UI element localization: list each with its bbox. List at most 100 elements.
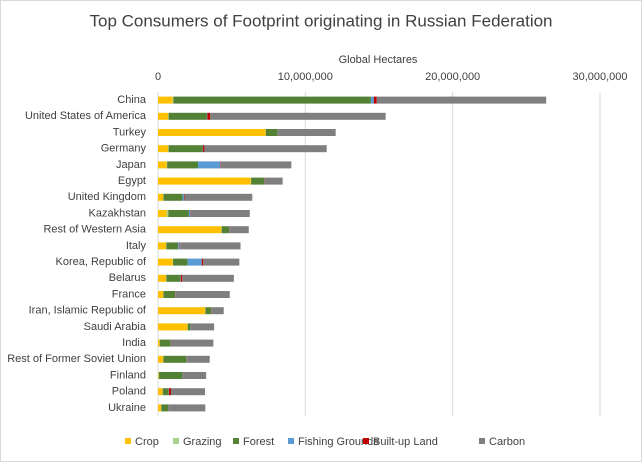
y-tick-label: Belarus	[109, 272, 147, 284]
bar-segment	[173, 258, 188, 266]
y-tick-label: Iran, Islamic Republic of	[29, 305, 147, 317]
bar-segment	[158, 210, 167, 217]
bar-segment	[180, 242, 241, 250]
bar-segment	[188, 210, 191, 217]
y-tick-label: Japan	[116, 159, 146, 171]
bar-segment	[278, 129, 336, 136]
bar-segment	[207, 112, 211, 120]
bar-segment	[221, 226, 230, 234]
bar-segment	[264, 177, 283, 185]
y-tick-label: Italy	[126, 240, 147, 252]
bar-segment	[251, 177, 265, 185]
y-tick-label: Turkey	[113, 126, 147, 138]
bar-segment	[166, 274, 181, 282]
bar-segment	[183, 372, 207, 379]
bar-segment	[163, 193, 183, 201]
bar-segment	[158, 177, 251, 185]
bar-segment	[159, 339, 171, 347]
bar-segment	[168, 112, 207, 120]
bar-segment	[373, 96, 377, 104]
bar-segment	[184, 193, 253, 201]
bar-segment	[166, 210, 169, 217]
bar-segment	[172, 96, 174, 104]
bar-segment	[376, 96, 547, 104]
bar-segment	[182, 274, 234, 282]
bar-segment	[180, 274, 183, 282]
bar-segment	[161, 404, 169, 412]
y-tick-label: Germany	[101, 143, 147, 155]
bar-segment	[187, 258, 202, 266]
bar-segment	[158, 161, 167, 169]
bar-segment	[220, 161, 292, 169]
chart-title: Top Consumers of Footprint originating i…	[89, 11, 552, 30]
y-tick-label: Korea, Republic of	[56, 256, 147, 268]
bar-segment	[158, 307, 206, 315]
y-tick-label: Egypt	[118, 175, 146, 187]
legend-swatch	[479, 438, 485, 444]
legend-swatch	[363, 438, 369, 444]
y-tick-label: Kazakhstan	[89, 207, 146, 219]
bar-segment	[205, 307, 212, 315]
x-tick-label: 20,000,000	[425, 71, 480, 83]
bar-segment	[182, 193, 185, 201]
y-tick-label: United States of America	[25, 110, 147, 122]
legend-label: Fishing Grounds	[298, 436, 379, 448]
bar-segment	[158, 193, 164, 201]
bar-segment	[169, 404, 206, 412]
bar-segment	[159, 372, 183, 379]
bar-segment	[178, 242, 180, 250]
bar-segment	[158, 404, 161, 412]
bar-segment	[166, 242, 179, 250]
bar-segment	[203, 258, 240, 266]
y-tick-label: Poland	[112, 386, 146, 398]
bar-segment	[158, 291, 164, 298]
y-tick-label: India	[122, 337, 147, 349]
y-tick-label: Rest of Former Soviet Union	[7, 353, 146, 365]
bar-segment	[158, 323, 188, 331]
bar-segment	[162, 388, 169, 396]
x-tick-label: 10,000,000	[278, 71, 333, 83]
legend-label: Built-up Land	[373, 436, 438, 448]
bar-segment	[370, 96, 374, 104]
bar-segment	[163, 291, 176, 298]
legend-swatch	[233, 438, 239, 444]
bar-segment	[158, 112, 169, 120]
bar-segment	[171, 388, 205, 396]
bar-segment	[175, 291, 230, 298]
y-tick-label: China	[117, 94, 147, 106]
y-tick-label: France	[112, 288, 146, 300]
bar-segment	[211, 307, 224, 315]
legend-swatch	[288, 438, 294, 444]
x-tick-label: 0	[155, 71, 161, 83]
bar-segment	[191, 323, 215, 331]
bar-segment	[173, 96, 371, 104]
y-tick-label: Finland	[110, 369, 146, 381]
legend-swatch	[173, 438, 179, 444]
bar-segment	[158, 258, 173, 266]
y-tick-label: Saudi Arabia	[84, 321, 147, 333]
x-axis-label: Global Hectares	[339, 54, 418, 66]
bar-segment	[168, 145, 203, 153]
bar-segment	[158, 145, 169, 153]
bar-segment	[158, 388, 163, 396]
bar-segment	[167, 161, 199, 169]
bar-segment	[186, 355, 210, 363]
y-tick-label: Ukraine	[108, 402, 146, 414]
bar-segment	[158, 96, 173, 104]
bar-segment	[171, 339, 214, 347]
y-tick-label: United Kingdom	[68, 191, 146, 203]
legend-label: Carbon	[489, 436, 525, 448]
bar-segment	[158, 274, 167, 282]
bar-segment	[158, 339, 160, 347]
bar-segment	[158, 129, 266, 136]
bar-segment	[201, 258, 204, 266]
bar-segment	[158, 242, 167, 250]
bar-segment	[158, 372, 159, 379]
bar-segment	[190, 210, 250, 217]
bar-segment	[210, 112, 386, 120]
bar-segment	[163, 355, 187, 363]
bar-segment	[158, 226, 222, 234]
bar-segment	[265, 129, 278, 136]
